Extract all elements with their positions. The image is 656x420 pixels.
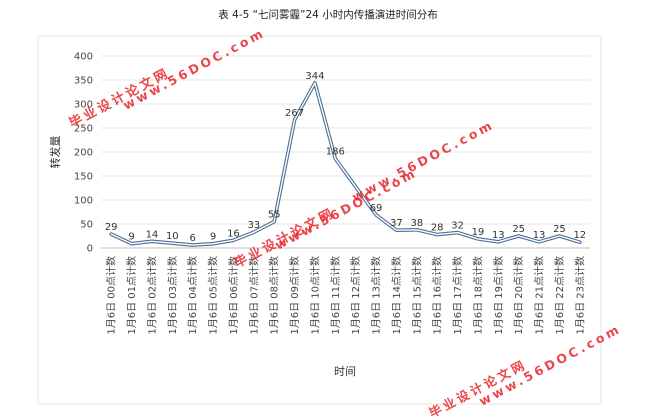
y-tick-label: 150 [74, 172, 93, 183]
x-tick-label: 1月6日 09点计数 [288, 256, 301, 335]
x-axis-title: 时间 [334, 365, 356, 378]
x-tick-label: 1月6日 11点计数 [329, 256, 342, 335]
y-axis-tick-labels: 0 50 100 150 200 250 300 350 400 [74, 52, 93, 255]
data-label: 38 [410, 218, 423, 229]
x-tick-label: 1月6日 20点计数 [512, 256, 525, 335]
data-label: 344 [305, 71, 324, 82]
y-tick-label: 400 [74, 52, 93, 63]
data-label: 25 [512, 224, 525, 235]
x-tick-label: 1月6日 01点计数 [125, 256, 138, 335]
x-tick-label: 1月6日 22点计数 [553, 256, 566, 335]
data-label: 33 [247, 220, 260, 231]
x-tick-label: 1月6日 10点计数 [308, 256, 321, 335]
gridlines [101, 55, 590, 249]
x-tick-label: 1月6日 00点计数 [105, 256, 118, 335]
data-label: 32 [451, 221, 464, 232]
y-tick-label: 350 [74, 76, 93, 87]
data-label: 37 [390, 218, 403, 229]
x-tick-label: 1月6日 13点计数 [370, 256, 383, 335]
data-label: 9 [210, 232, 216, 243]
data-label: 12 [573, 230, 586, 241]
chart-title: 表 4-5 “七问雾霾”24 小时内传播演进时间分布 [218, 8, 437, 21]
x-tick-label: 1月6日 15点计数 [410, 256, 423, 335]
data-label: 186 [326, 147, 345, 158]
data-label: 29 [105, 222, 118, 233]
chart-frame [37, 35, 602, 405]
y-tick-label: 50 [80, 220, 93, 231]
x-tick-label: 1月6日 19点计数 [492, 256, 505, 335]
x-tick-label: 1月6日 02点计数 [145, 256, 158, 335]
x-tick-label: 1月6日 03点计数 [166, 256, 179, 335]
x-tick-label: 1月6日 06点计数 [227, 256, 240, 335]
x-tick-label: 1月6日 18点计数 [471, 256, 484, 335]
data-label: 13 [533, 230, 546, 241]
x-tick-label: 1月6日 17点计数 [451, 256, 464, 335]
x-tick-label: 1月6日 05点计数 [207, 256, 220, 335]
y-tick-label: 300 [74, 100, 93, 111]
x-tick-label: 1月6日 08点计数 [268, 256, 281, 335]
data-label: 16 [227, 228, 240, 239]
series-line [109, 81, 582, 247]
x-tick-label: 1月6日 07点计数 [247, 256, 260, 335]
data-label: 25 [553, 224, 566, 235]
y-axis-title: 转发量 [48, 136, 62, 169]
data-label: 267 [285, 108, 304, 119]
data-label: 28 [431, 223, 444, 234]
data-label: 55 [268, 210, 281, 221]
data-label: 10 [166, 231, 179, 242]
y-tick-label: 0 [87, 244, 93, 255]
x-tick-label: 1月6日 12点计数 [349, 256, 362, 335]
x-tick-label: 1月6日 16点计数 [431, 256, 444, 335]
y-tick-label: 200 [74, 148, 93, 159]
data-label: 19 [472, 227, 485, 238]
data-label: 6 [190, 233, 196, 244]
x-axis-tick-labels: 1月6日 00点计数 1月6日 01点计数 1月6日 02点计数 1月6日 03点计数… [105, 256, 587, 335]
x-tick-label: 1月6日 04点计数 [186, 256, 199, 335]
data-label: 9 [128, 232, 134, 243]
data-label: 13 [492, 230, 505, 241]
data-label: 69 [370, 203, 383, 214]
data-label: 14 [146, 229, 159, 240]
x-tick-label: 1月6日 23点计数 [573, 256, 586, 335]
x-tick-label: 1月6日 21点计数 [533, 256, 546, 335]
y-tick-label: 250 [74, 124, 93, 135]
y-tick-label: 100 [74, 196, 93, 207]
x-tick-label: 1月6日 14点计数 [390, 256, 403, 335]
